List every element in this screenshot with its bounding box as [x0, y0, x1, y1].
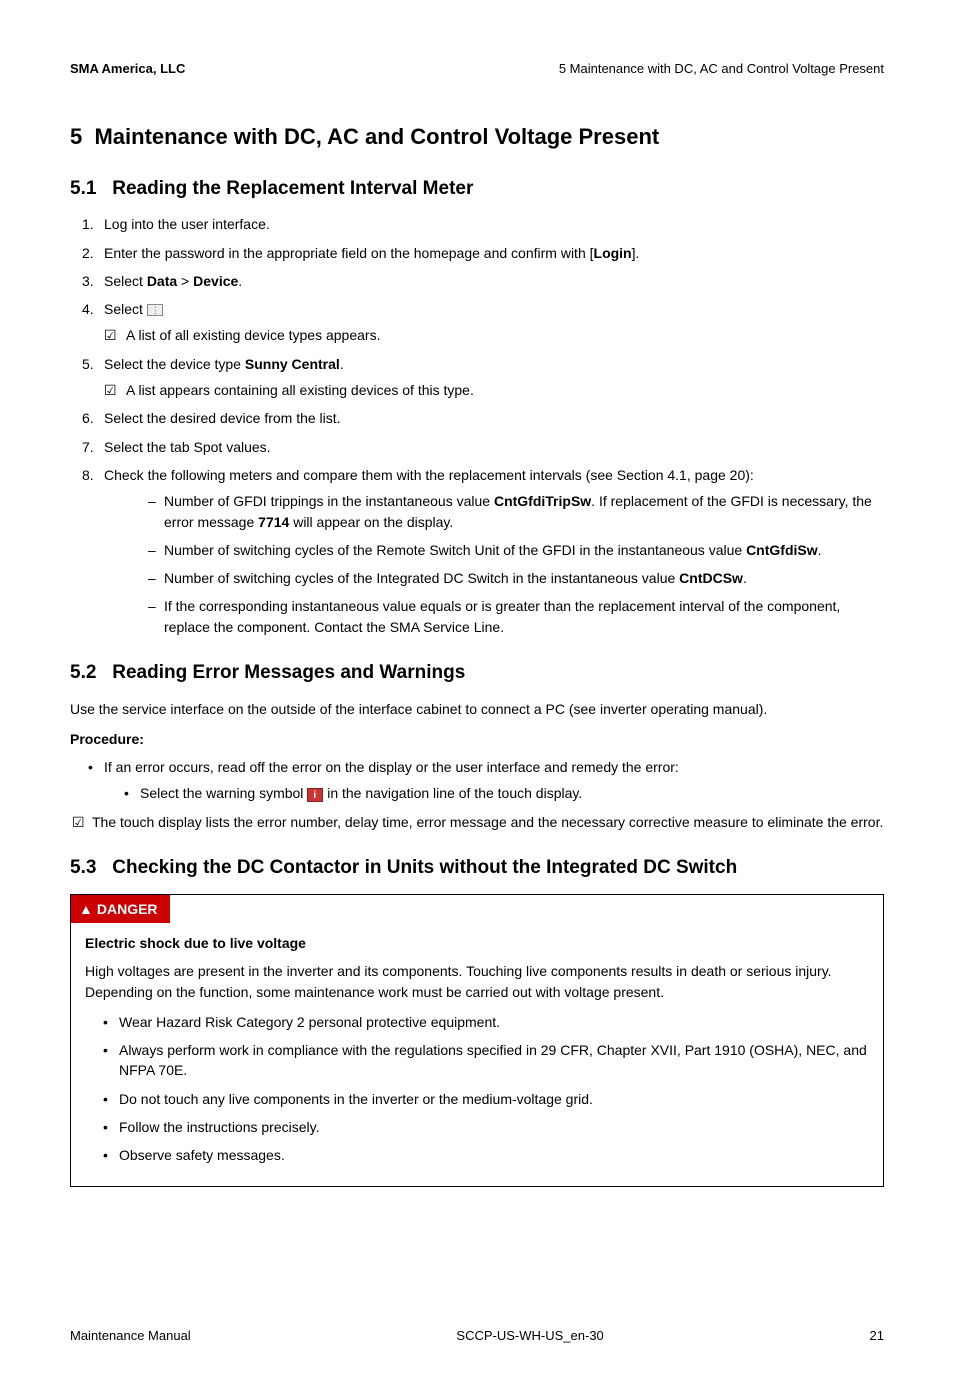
section-number: 5: [70, 124, 82, 149]
bullet-item: Follow the instructions precisely.: [103, 1117, 869, 1137]
procedure-5-2-list: If an error occurs, read off the error o…: [70, 757, 884, 804]
subsection-title-text: Reading Error Messages and Warnings: [112, 662, 465, 683]
danger-triangle-icon: ▲: [79, 899, 93, 919]
tree-icon: [147, 304, 163, 316]
footer-center: SCCP-US-WH-US_en-30: [456, 1327, 603, 1346]
step-8: Check the following meters and compare t…: [86, 465, 884, 637]
step-text: Select: [104, 301, 147, 317]
dash-text: Number of switching cycles of the Remote…: [164, 542, 746, 558]
inner-bullet-list: Select the warning symbol in the navigat…: [104, 783, 884, 803]
dash-item: Number of switching cycles of the Remote…: [148, 540, 884, 560]
dash-item: Number of GFDI trippings in the instanta…: [148, 491, 884, 532]
subsection-title-text: Checking the DC Contactor in Units witho…: [112, 857, 737, 878]
step-text: Select: [104, 273, 147, 289]
step-6: Select the desired device from the list.: [86, 408, 884, 428]
sunny-central-label: Sunny Central: [245, 356, 340, 372]
step-text: Select the device type: [104, 356, 245, 372]
step-5-result: A list appears containing all existing d…: [104, 380, 884, 400]
section-title-text: Maintenance with DC, AC and Control Volt…: [94, 124, 659, 149]
bullet-text: If an error occurs, read off the error o…: [104, 759, 679, 775]
header-section: 5 Maintenance with DC, AC and Control Vo…: [559, 60, 884, 79]
dash-text: Number of switching cycles of the Integr…: [164, 570, 679, 586]
procedure-5-1-list: Log into the user interface. Enter the p…: [70, 214, 884, 637]
inner-text: Select the warning symbol: [140, 785, 307, 801]
dash-text: .: [743, 570, 747, 586]
bullet-item: Do not touch any live components in the …: [103, 1089, 869, 1109]
step-2: Enter the password in the appropriate fi…: [86, 243, 884, 263]
step-1: Log into the user interface.: [86, 214, 884, 234]
dash-text: If the corresponding instantaneous value…: [164, 598, 840, 634]
section-5-title: 5 Maintenance with DC, AC and Control Vo…: [70, 121, 884, 153]
cntgfdisw-label: CntGfdiSw: [746, 542, 818, 558]
section-5-2-result: The touch display lists the error number…: [72, 812, 884, 832]
danger-callout: ▲DANGER Electric shock due to live volta…: [70, 894, 884, 1187]
bullet-text: Follow the instructions precisely.: [119, 1119, 319, 1135]
danger-warning-title: Electric shock due to live voltage: [85, 933, 869, 953]
danger-label: DANGER: [97, 901, 158, 917]
step-text: >: [177, 273, 193, 289]
subsection-number: 5.1: [70, 178, 96, 199]
subsection-title-text: Reading the Replacement Interval Meter: [112, 178, 473, 199]
step-text: Log into the user interface.: [104, 216, 270, 232]
device-label: Device: [193, 273, 238, 289]
danger-bullet-list: Wear Hazard Risk Category 2 personal pro…: [85, 1012, 869, 1166]
step-text: Select the desired device from the list.: [104, 410, 341, 426]
bullet-text: Wear Hazard Risk Category 2 personal pro…: [119, 1014, 500, 1030]
bullet-text: Observe safety messages.: [119, 1147, 285, 1163]
step-4-result: A list of all existing device types appe…: [104, 325, 884, 345]
warning-icon: [307, 788, 323, 802]
bullet-item: Wear Hazard Risk Category 2 personal pro…: [103, 1012, 869, 1032]
data-label: Data: [147, 273, 177, 289]
step-4: Select A list of all existing device typ…: [86, 299, 884, 346]
error-7714-label: 7714: [258, 514, 289, 530]
step-5: Select the device type Sunny Central. A …: [86, 354, 884, 401]
section-5-2-title: 5.2 Reading Error Messages and Warnings: [70, 659, 884, 687]
bullet-text: Always perform work in compliance with t…: [119, 1042, 867, 1078]
danger-body: Electric shock due to live voltage High …: [71, 923, 883, 1186]
bullet-item: If an error occurs, read off the error o…: [88, 757, 884, 804]
cntgfditripsw-label: CntGfdiTripSw: [494, 493, 591, 509]
danger-warning-para: High voltages are present in the inverte…: [85, 961, 869, 1002]
step-text: Check the following meters and compare t…: [104, 467, 754, 483]
section-5-3-title: 5.3 Checking the DC Contactor in Units w…: [70, 854, 884, 882]
inner-text: in the navigation line of the touch disp…: [323, 785, 582, 801]
danger-header: ▲DANGER: [71, 895, 170, 923]
inner-bullet-item: Select the warning symbol in the navigat…: [124, 783, 884, 803]
bullet-item: Observe safety messages.: [103, 1145, 869, 1165]
dash-text: will appear on the display.: [289, 514, 453, 530]
header-company: SMA America, LLC: [70, 60, 185, 79]
procedure-label: Procedure:: [70, 729, 884, 749]
subsection-number: 5.3: [70, 857, 96, 878]
dash-text: Number of GFDI trippings in the instanta…: [164, 493, 494, 509]
dash-text: .: [818, 542, 822, 558]
dash-item: If the corresponding instantaneous value…: [148, 596, 884, 637]
bullet-item: Always perform work in compliance with t…: [103, 1040, 869, 1081]
section-5-2-intro: Use the service interface on the outside…: [70, 699, 884, 719]
step-text: Enter the password in the appropriate fi…: [104, 245, 594, 261]
step-text: .: [340, 356, 344, 372]
page-header: SMA America, LLC 5 Maintenance with DC, …: [70, 60, 884, 79]
step-7: Select the tab Spot values.: [86, 437, 884, 457]
dash-item: Number of switching cycles of the Integr…: [148, 568, 884, 588]
result-text: A list of all existing device types appe…: [126, 327, 380, 343]
footer-left: Maintenance Manual: [70, 1327, 191, 1346]
step-text: .: [238, 273, 242, 289]
result-text: A list appears containing all existing d…: [126, 382, 474, 398]
section-5-1-title: 5.1 Reading the Replacement Interval Met…: [70, 175, 884, 203]
footer-right: 21: [870, 1327, 884, 1346]
subsection-number: 5.2: [70, 662, 96, 683]
step-3: Select Data > Device.: [86, 271, 884, 291]
step-text: ].: [632, 245, 640, 261]
step-text: Select the tab Spot values.: [104, 439, 271, 455]
login-label: Login: [594, 245, 632, 261]
page-footer: Maintenance Manual SCCP-US-WH-US_en-30 2…: [70, 1327, 884, 1346]
step-8-sublist: Number of GFDI trippings in the instanta…: [104, 491, 884, 637]
cntdcsw-label: CntDCSw: [679, 570, 743, 586]
bullet-text: Do not touch any live components in the …: [119, 1091, 593, 1107]
result-text: The touch display lists the error number…: [92, 814, 883, 830]
